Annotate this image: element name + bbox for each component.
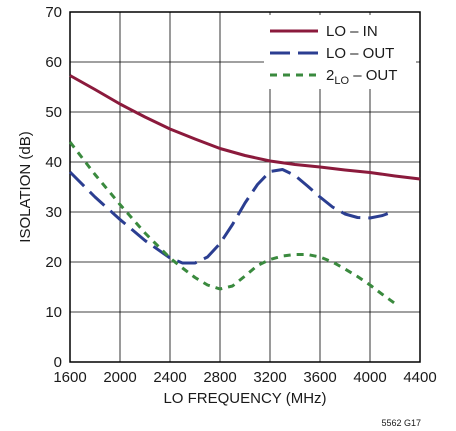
- y-tick-label: 30: [45, 204, 62, 221]
- x-tick-label: 1600: [53, 369, 86, 386]
- x-tick-label: 2400: [153, 369, 186, 386]
- y-axis-title: ISOLATION (dB): [17, 131, 34, 242]
- x-tick-label: 4400: [403, 369, 436, 386]
- x-tick-label: 4000: [353, 369, 386, 386]
- legend-label-2: LO – OUT: [326, 45, 394, 62]
- series-line-3: [68, 141, 396, 305]
- y-tick-label: 10: [45, 304, 62, 321]
- y-tick-label: 60: [45, 54, 62, 71]
- y-tick-label: 0: [54, 354, 62, 371]
- x-tick-label: 3200: [253, 369, 286, 386]
- y-tick-label: 70: [45, 4, 62, 21]
- x-tick-label: 2000: [103, 369, 136, 386]
- x-tick-label: 3600: [303, 369, 336, 386]
- series-line-2: [68, 168, 396, 265]
- tick-labels: 1600 2000 2400 2800 3200 3600 4000 4400 0 10 20 30 4…: [45, 4, 436, 386]
- figure-id: 5562 G17: [381, 418, 421, 428]
- legend-label-1: LO – IN: [326, 23, 378, 40]
- y-tick-label: 20: [45, 254, 62, 271]
- y-tick-label: 40: [45, 154, 62, 171]
- legend-label-3: 2LO – OUT: [326, 67, 397, 87]
- legend: LO – IN LO – OUT 2LO – OUT: [270, 23, 397, 87]
- x-tick-label: 2800: [203, 369, 236, 386]
- series-line-1: [69, 74, 421, 181]
- x-axis-title: LO FREQUENCY (MHz): [163, 390, 326, 407]
- series-layer: [68, 74, 421, 305]
- y-tick-label: 50: [45, 104, 62, 121]
